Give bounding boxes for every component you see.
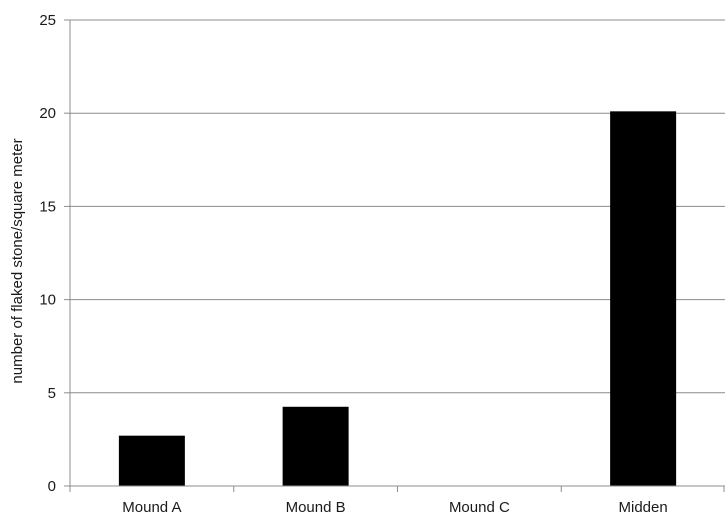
y-tick-label: 15	[39, 198, 56, 215]
x-tick-label: Mound A	[122, 499, 181, 516]
y-axis-title: number of flaked stone/square meter	[9, 138, 26, 383]
bar-mound-a	[118, 435, 185, 486]
x-tick-label: Mound B	[286, 499, 346, 516]
axes	[69, 20, 725, 492]
bar-midden	[610, 111, 677, 486]
x-tick-labels: Mound A Mound B Mound C Midden	[122, 499, 667, 516]
y-tick-labels: 0 5 10 15 20 25	[39, 12, 70, 495]
y-tick-label: 5	[48, 385, 56, 402]
y-tick-label: 20	[39, 105, 56, 122]
x-tick-label: Midden	[619, 499, 668, 516]
y-tick-label: 10	[39, 292, 56, 309]
x-tick-label: Mound C	[449, 499, 510, 516]
bars	[118, 111, 677, 486]
bar-mound-b	[282, 406, 349, 486]
y-tick-label: 25	[39, 12, 56, 29]
y-tick-label: 0	[48, 478, 56, 495]
